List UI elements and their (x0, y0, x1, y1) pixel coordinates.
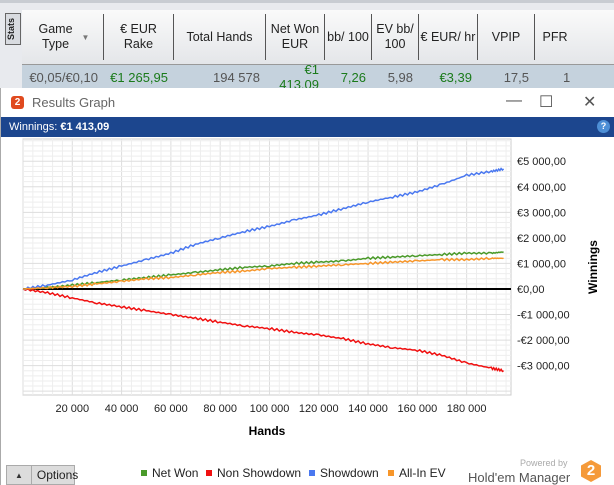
legend-label: All-In EV (399, 466, 446, 480)
help-icon[interactable]: ? (597, 120, 610, 133)
cell-total-hands: 194 578 (213, 69, 260, 85)
winnings-label: Winnings: (9, 121, 58, 133)
brand-name: Hold'em Manager (468, 470, 571, 485)
column-header-total-hands[interactable]: Total Hands (174, 14, 266, 60)
legend-net-won[interactable]: Net Won (141, 466, 198, 480)
results-chart: €5 000,00 €4 000,00 €3 000,00 €2 000,00 €1 0… (22, 138, 600, 438)
x-tick-label: 180 000 (447, 403, 487, 415)
column-header-ev-bb100[interactable]: EV bb/ 100 (372, 14, 419, 60)
table-header: Game Type ▼ € EUR Rake Total Hands Net Wo… (22, 10, 614, 65)
column-header-rake[interactable]: € EUR Rake (104, 14, 174, 60)
legend-label: Non Showdown (217, 466, 302, 480)
cell-ev-bb100: 5,98 (387, 69, 413, 85)
powered-by: Powered by (520, 458, 568, 468)
y-tick-label: €3 000,00 (517, 207, 566, 219)
column-header-pfr[interactable]: PFR (542, 29, 568, 44)
column-header-bb100[interactable]: bb/ 100 (325, 14, 372, 60)
maximize-button[interactable]: ☐ (539, 94, 554, 111)
y-tick-label: -€3 000,00 (517, 361, 570, 373)
y-tick-label: -€1 000,00 (517, 310, 570, 322)
legend-label: Net Won (152, 466, 199, 480)
minimize-button[interactable]: — (506, 92, 522, 109)
y-tick-label: €4 000,00 (517, 182, 566, 194)
column-header-game-type[interactable]: Game Type ▼ (22, 14, 104, 60)
series-line-showdown (22, 167, 505, 291)
y-tick-label: €1 000,00 (517, 258, 566, 270)
series-line-non-showdown (22, 288, 504, 373)
series-line-net-won (22, 251, 504, 290)
table-row[interactable]: €0,05/€0,10 €1 265,95 194 578 €1 413,09 … (22, 62, 614, 92)
legend-swatch (206, 470, 212, 476)
legend-swatch (141, 470, 147, 476)
y-tick-label: -€2 000,00 (517, 335, 570, 347)
title-bar: 2 Results Graph — ☐ ✕ (1, 88, 614, 117)
x-tick-label: 120 000 (299, 403, 339, 415)
sort-dropdown-icon[interactable]: ▼ (81, 32, 90, 42)
legend-showdown[interactable]: Showdown (309, 466, 379, 480)
y-axis-label: Winnings (586, 240, 600, 294)
legend-swatch (309, 470, 315, 476)
x-tick-label: 140 000 (348, 403, 388, 415)
stats-grid: Stats Game Type ▼ € EUR Rake Total Hands … (0, 0, 614, 92)
winnings-value: €1 413,09 (60, 121, 110, 133)
y-tick-label: €5 000,00 (517, 156, 566, 168)
window-title: Results Graph (32, 95, 116, 110)
legend-label: Showdown (320, 466, 379, 480)
column-header-eur-hr[interactable]: € EUR/ hr (419, 14, 478, 60)
brand-logo-icon: 2 (581, 460, 601, 482)
expand-up-icon: ▲ (15, 470, 23, 480)
legend-non-showdown[interactable]: Non Showdown (206, 466, 301, 480)
cell-game-type: €0,05/€0,10 (29, 69, 98, 85)
cell-bb100: 7,26 (340, 69, 366, 85)
close-button[interactable]: ✕ (583, 94, 597, 111)
options-label: Options (30, 466, 78, 484)
app-logo-icon: 2 (11, 96, 24, 109)
series-line-all-in-ev (23, 256, 504, 290)
column-header-net-won[interactable]: Net Won EUR (266, 14, 325, 60)
winnings-bar: Winnings: €1 413,09 ? (1, 117, 614, 137)
x-tick-label: 60 000 (154, 403, 188, 415)
legend-swatch (388, 470, 394, 476)
cell-pfr: 1 (563, 69, 571, 85)
cell-vpip: 17,5 (503, 69, 529, 85)
x-tick-label: 40 000 (105, 403, 139, 415)
x-tick-label: 20 000 (55, 403, 89, 415)
x-tick-label: 80 000 (203, 403, 237, 415)
chart-footer: ▲ Options Net Won Non Showdown Showdown A… (1, 458, 614, 485)
stats-tab[interactable]: Stats (5, 13, 21, 45)
column-header-vpip[interactable]: VPIP (478, 14, 535, 60)
results-graph-window: 2 Results Graph — ☐ ✕ Winnings: €1 413,0… (0, 88, 614, 485)
cell-rake: €1 265,95 (110, 69, 168, 85)
y-tick-label: €0,00 (517, 284, 545, 296)
legend-all-in-ev[interactable]: All-In EV (388, 466, 446, 480)
x-axis-label: Hands (249, 424, 286, 438)
options-button[interactable]: ▲ Options (6, 465, 78, 485)
x-tick-label: 100 000 (250, 403, 290, 415)
x-tick-label: 160 000 (397, 403, 437, 415)
cell-eur-hr: €3,39 (439, 69, 472, 85)
y-tick-label: €2 000,00 (517, 233, 566, 245)
header-label: Game Type (38, 22, 73, 51)
